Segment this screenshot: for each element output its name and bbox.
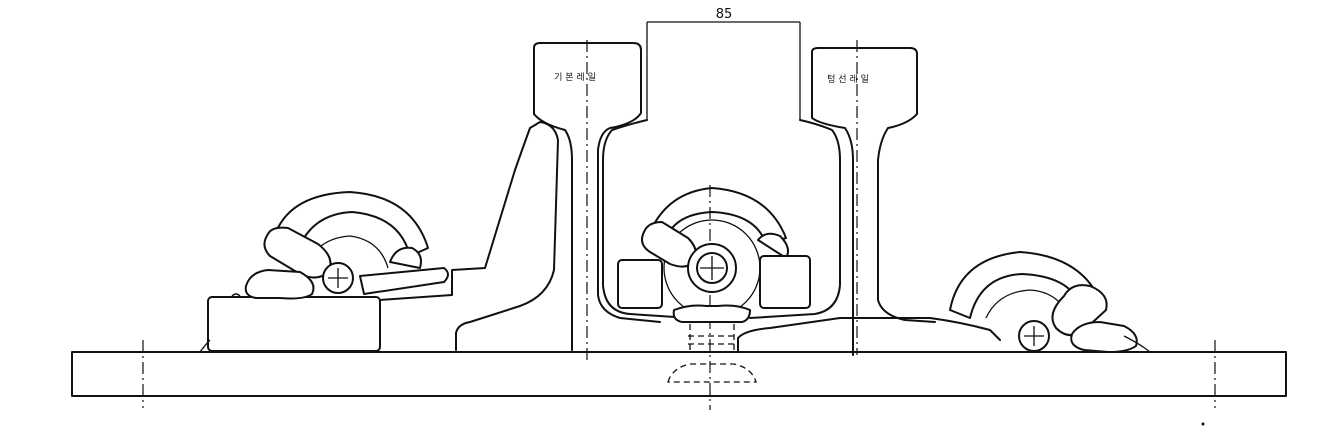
dimension-label: 85 — [716, 7, 733, 22]
middle-switch-rail — [602, 119, 691, 319]
right-clip-assembly — [949, 251, 1151, 353]
right-rail-foot — [737, 317, 1001, 353]
middle-clip-assembly — [617, 187, 811, 383]
left-clip-assembly — [244, 191, 449, 300]
left-rail-label: 기 본 레 일 — [554, 72, 596, 83]
left-stock-rail — [533, 42, 661, 323]
left-support-block — [207, 296, 381, 352]
stray-dot — [1201, 422, 1205, 426]
right-rail-label: 텅 선 레 일 — [827, 74, 869, 85]
left-wedge-chair — [379, 121, 559, 351]
right-stock-rail — [811, 47, 936, 323]
base-plate — [71, 351, 1287, 397]
